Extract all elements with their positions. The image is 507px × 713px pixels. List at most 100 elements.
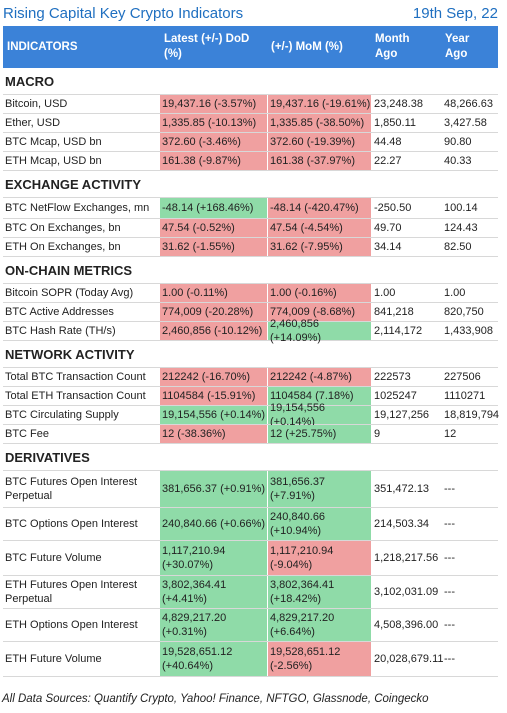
- month-ago-value: 19,127,256: [374, 409, 430, 421]
- latest-value: 12 (-38.36%): [160, 425, 267, 443]
- year-ago-value: 820,750: [444, 306, 484, 318]
- year-ago-value: 82.50: [444, 241, 472, 253]
- indicator-label: Total BTC Transaction Count: [5, 371, 146, 383]
- section-title: NETWORK ACTIVITY: [5, 347, 135, 362]
- table-row: Bitcoin, USD 19,437.16 (-3.57%) 19,437.16 …: [3, 95, 498, 114]
- latest-value: 19,437.16 (-3.57%): [160, 95, 267, 113]
- latest-value: 3,802,364.41 (+4.41%): [160, 576, 267, 608]
- table-row: BTC Future Volume 1,117,210.94 (+30.07%) 1…: [3, 541, 498, 576]
- month-ago-value: 1,218,217.56: [374, 552, 439, 564]
- month-ago-value: 44.48: [374, 136, 402, 148]
- indicator-label: BTC Fee: [5, 428, 50, 440]
- latest-value: 31.62 (-1.55%): [160, 238, 267, 256]
- indicator-label: Ether, USD: [5, 117, 61, 129]
- month-ago-value: 351,472.13: [374, 483, 430, 495]
- month-ago-value: 2,114,172: [374, 325, 423, 337]
- latest-value: 240,840.66 (+0.66%): [160, 508, 267, 540]
- table-row: ETH Options Open Interest 4,829,217.20 (+…: [3, 609, 498, 642]
- indicator-label: BTC Active Addresses: [5, 306, 114, 318]
- table-row: Total ETH Transaction Count 1104584 (-15.…: [3, 387, 498, 406]
- table-row: BTC Active Addresses 774,009 (-20.28%) 774…: [3, 303, 498, 322]
- mom-value: 3,802,364.41 (+18.42%): [268, 576, 371, 608]
- mom-value: 19,528,651.12 (-2.56%): [268, 642, 371, 676]
- mom-value: 1.00 (-0.16%): [268, 284, 371, 302]
- latest-value: 161.38 (-9.87%): [160, 152, 267, 170]
- month-ago-value: 214,503.34: [374, 518, 430, 530]
- mom-value: 372.60 (-19.39%): [268, 133, 371, 151]
- table-row: Ether, USD 1,335.85 (-10.13%) 1,335.85 (-3…: [3, 114, 498, 133]
- table-body: MACRO Bitcoin, USD 19,437.16 (-3.57%) 19,43…: [3, 68, 500, 677]
- year-ago-value: 90.80: [444, 136, 472, 148]
- latest-value: 774,009 (-20.28%): [160, 303, 267, 321]
- indicator-label: BTC Futures Open Interest Perpetual: [5, 476, 138, 502]
- indicator-label: Bitcoin SOPR (Today Avg): [5, 287, 134, 299]
- table-row: BTC Hash Rate (TH/s) 2,460,856 (-10.12%) 2…: [3, 318, 498, 344]
- table-header: INDICATORS Latest (+/-) DoD (%) (+/-) Mo…: [3, 26, 498, 68]
- year-ago-value: ---: [444, 552, 455, 564]
- year-ago-value: 227506: [444, 371, 481, 383]
- header-month-ago: Month Ago: [375, 33, 410, 60]
- month-ago-value: 4,508,396.00: [374, 619, 439, 631]
- table-row: ETH Futures Open Interest Perpetual 3,802…: [3, 576, 498, 609]
- year-ago-value: 1,433,908: [444, 325, 493, 337]
- month-ago-value: 841,218: [374, 306, 414, 318]
- month-ago-value: 1025247: [374, 390, 417, 402]
- mom-value: 31.62 (-7.95%): [268, 238, 371, 256]
- year-ago-value: 48,266.63: [444, 98, 493, 110]
- latest-value: 1,335.85 (-10.13%): [160, 114, 267, 132]
- year-ago-value: ---: [444, 518, 455, 530]
- latest-value: 381,656.37 (+0.91%): [160, 471, 267, 507]
- indicator-label: Total ETH Transaction Count: [5, 390, 146, 402]
- table-row: BTC Fee 12 (-38.36%) 12 (+25.75%) 9 12: [3, 425, 498, 444]
- year-ago-value: 40.33: [444, 155, 472, 167]
- latest-value: 1104584 (-15.91%): [160, 387, 267, 405]
- mom-value: 2,460,856 (+14.09%): [268, 318, 371, 344]
- latest-value: 1,117,210.94 (+30.07%): [160, 541, 267, 575]
- mom-value: 1,335.85 (-38.50%): [268, 114, 371, 132]
- report-title: Rising Capital Key Crypto Indicators: [3, 5, 244, 22]
- month-ago-value: -250.50: [374, 202, 412, 214]
- mom-value: 381,656.37 (+7.91%): [268, 471, 371, 507]
- latest-value: 4,829,217.20 (+0.31%): [160, 609, 267, 641]
- indicator-label: BTC Hash Rate (TH/s): [5, 325, 116, 337]
- year-ago-value: 18,819,794: [444, 409, 500, 421]
- year-ago-value: 100.14: [444, 202, 478, 214]
- indicator-label: BTC Future Volume: [5, 552, 102, 564]
- indicator-label: ETH Futures Open Interest Perpetual: [5, 579, 138, 605]
- indicators-table: INDICATORS Latest (+/-) DoD (%) (+/-) Mo…: [3, 26, 500, 677]
- indicator-label: BTC Mcap, USD bn: [5, 136, 102, 148]
- month-ago-value: 1.00: [374, 287, 396, 299]
- month-ago-value: 222573: [374, 371, 411, 383]
- sources-footnote: All Data Sources: Quantify Crypto, Yahoo…: [2, 693, 429, 705]
- mom-value: -48.14 (-420.47%): [268, 198, 371, 218]
- section-title: DERIVATIVES: [5, 450, 90, 465]
- section-title: MACRO: [5, 74, 55, 89]
- indicator-label: BTC Options Open Interest: [5, 518, 138, 530]
- year-ago-value: 12: [444, 428, 457, 440]
- latest-value: 372.60 (-3.46%): [160, 133, 267, 151]
- month-ago-value: 20,028,679.11: [374, 653, 444, 665]
- table-row: BTC Mcap, USD bn 372.60 (-3.46%) 372.60 (-…: [3, 133, 498, 152]
- year-ago-value: ---: [444, 619, 455, 631]
- section-heading: MACRO: [3, 68, 498, 95]
- section-title: ON-CHAIN METRICS: [5, 263, 133, 278]
- latest-value: 212242 (-16.70%): [160, 368, 267, 386]
- month-ago-value: 22.27: [374, 155, 402, 167]
- indicator-label: ETH Options Open Interest: [5, 619, 138, 631]
- mom-value: 4,829,217.20 (+6.64%): [268, 609, 371, 641]
- table-row: Total BTC Transaction Count 212242 (-16.7…: [3, 368, 498, 387]
- report-header: Rising Capital Key Crypto Indicators 19t…: [3, 3, 498, 25]
- table-row: ETH On Exchanges, bn 31.62 (-1.55%) 31.62 …: [3, 238, 498, 257]
- indicator-label: BTC On Exchanges, bn: [5, 222, 121, 234]
- mom-value: 1,117,210.94 (-9.04%): [268, 541, 371, 575]
- latest-value: 2,460,856 (-10.12%): [160, 322, 267, 340]
- indicator-label: ETH Mcap, USD bn: [5, 155, 102, 167]
- mom-value: 240,840.66 (+10.94%): [268, 508, 371, 540]
- table-row: ETH Future Volume 19,528,651.12 (+40.64%)…: [3, 642, 498, 677]
- report-date: 19th Sep, 22: [412, 5, 498, 22]
- year-ago-value: 1.00: [444, 287, 466, 299]
- header-year-ago: Year Ago: [445, 33, 470, 60]
- indicator-label: ETH Future Volume: [5, 653, 102, 665]
- latest-value: -48.14 (+168.46%): [160, 198, 267, 218]
- mom-value: 161.38 (-37.97%): [268, 152, 371, 170]
